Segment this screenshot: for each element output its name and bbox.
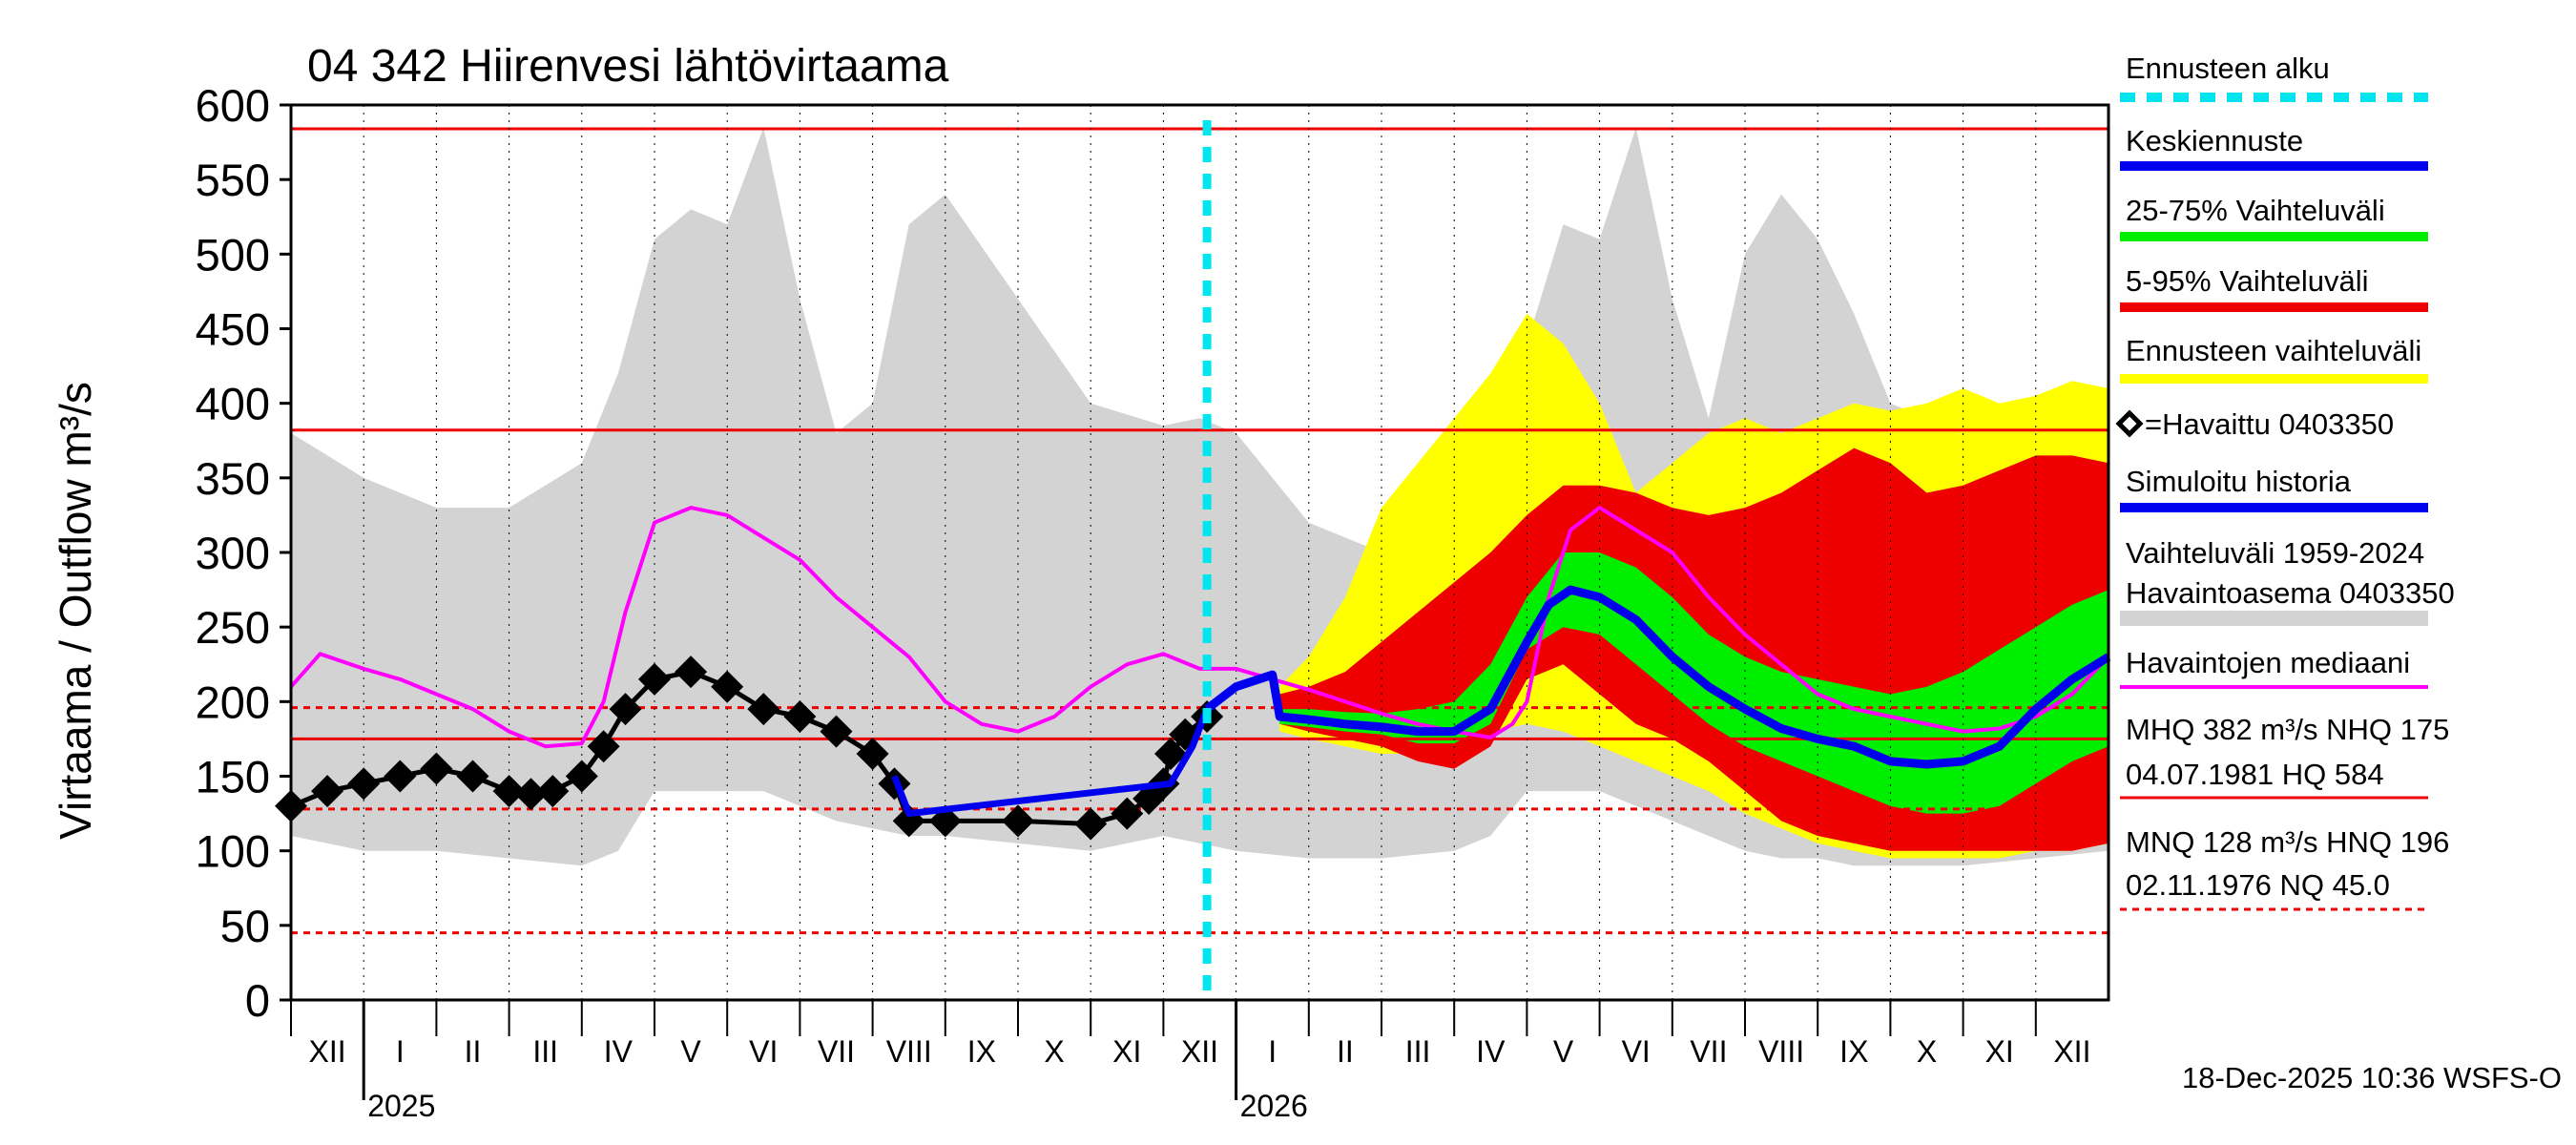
x-month-label: III xyxy=(532,1034,558,1069)
x-month-label: XII xyxy=(2053,1034,2090,1069)
y-tick-label: 50 xyxy=(220,901,270,951)
chart-title: 04 342 Hiirenvesi lähtövirtaama xyxy=(307,41,949,92)
legend-label: Havaintoasema 0403350 xyxy=(2126,576,2455,610)
data-series xyxy=(275,506,2111,841)
y-tick-label: 500 xyxy=(196,229,270,280)
observed-point xyxy=(783,699,817,733)
observed-point xyxy=(820,715,853,748)
y-tick-label: 250 xyxy=(196,602,270,653)
y-tick-label: 550 xyxy=(196,155,270,205)
observed-point xyxy=(587,730,620,763)
observed-point xyxy=(536,775,570,808)
observed-point xyxy=(514,778,548,811)
stats-line-2: 04.07.1981 HQ 584 xyxy=(2126,758,2384,791)
stats-line-4: 02.11.1976 NQ 45.0 xyxy=(2126,868,2390,902)
range-25-75-band xyxy=(1279,552,2109,814)
x-month-label: II xyxy=(1337,1034,1354,1069)
observed-point xyxy=(492,775,526,808)
observed-point xyxy=(347,767,381,801)
legend-label: Simuloitu historia xyxy=(2126,465,2352,498)
legend-label: Ennusteen vaihteluväli xyxy=(2126,334,2421,367)
x-month-label: V xyxy=(1553,1034,1574,1069)
x-month-label: I xyxy=(1268,1034,1277,1069)
x-month-label: XI xyxy=(1112,1034,1141,1069)
x-month-label: X xyxy=(1917,1034,1937,1069)
x-month-label: I xyxy=(396,1034,405,1069)
x-month-label: X xyxy=(1044,1034,1064,1069)
x-month-label: VI xyxy=(749,1034,778,1069)
observed-point xyxy=(856,738,889,771)
x-month-label: VII xyxy=(818,1034,855,1069)
stats-block: MHQ 382 m³/s NHQ 175 04.07.1981 HQ 584 M… xyxy=(2120,713,2449,911)
observed-point xyxy=(609,693,642,726)
x-month-label: VIII xyxy=(886,1034,932,1069)
x-month-label: IX xyxy=(967,1034,996,1069)
observed-point xyxy=(384,760,417,793)
simulated-history-line xyxy=(891,707,1211,818)
observed-point xyxy=(565,760,598,793)
stats-line-3: MNQ 128 m³/s HNQ 196 xyxy=(2126,825,2449,859)
y-tick-label: 150 xyxy=(196,752,270,802)
legend-label: 25-75% Vaihteluväli xyxy=(2126,194,2385,227)
x-month-label: II xyxy=(465,1034,482,1069)
x-year-label: 2025 xyxy=(367,1089,435,1123)
y-tick-label: 0 xyxy=(245,975,270,1026)
x-month-label: XII xyxy=(309,1034,346,1069)
y-tick-label: 400 xyxy=(196,379,270,429)
observed-marker-icon xyxy=(2115,409,2144,438)
legend-label: Havaintojen mediaani xyxy=(2126,646,2410,679)
x-month-label: VIII xyxy=(1758,1034,1804,1069)
observed-point xyxy=(1154,738,1188,771)
observed-point xyxy=(311,775,344,808)
legend: Ennusteen alku Keskiennuste 25-75% Vaihtel… xyxy=(2115,52,2455,689)
x-month-label: IX xyxy=(1839,1034,1868,1069)
footer-timestamp: 18-Dec-2025 10:36 WSFS-O xyxy=(2182,1061,2562,1094)
y-tick-label: 100 xyxy=(196,826,270,877)
observed-point xyxy=(1074,807,1108,841)
observed-point xyxy=(638,662,671,696)
observed-point xyxy=(1002,804,1034,838)
x-month-label: VII xyxy=(1690,1034,1727,1069)
y-tick-label: 450 xyxy=(196,304,270,355)
observed-point xyxy=(1111,797,1144,830)
x-month-label: V xyxy=(680,1034,701,1069)
x-month-label: XI xyxy=(1985,1034,2014,1069)
y-tick-label: 200 xyxy=(196,677,270,727)
observed-point xyxy=(711,670,744,703)
range-25-75-area xyxy=(1279,552,2109,814)
x-month-label: IV xyxy=(1476,1034,1506,1069)
x-month-label: VI xyxy=(1622,1034,1651,1069)
observed-point xyxy=(420,752,453,785)
legend-label: Ennusteen alku xyxy=(2126,52,2330,85)
observed-point xyxy=(747,693,780,726)
y-axis-ticks: 0 50 100 150 200 250 300 350 400 450 500 550 600 xyxy=(196,80,291,1026)
legend-label: 5-95% Vaihteluväli xyxy=(2126,264,2368,298)
x-month-label: IV xyxy=(604,1034,634,1069)
median-line xyxy=(289,506,2110,749)
x-year-label: 2026 xyxy=(1240,1089,1308,1123)
legend-label: Vaihteluväli 1959-2024 xyxy=(2126,536,2424,570)
legend-label: Keskiennuste xyxy=(2126,124,2303,157)
y-tick-label: 600 xyxy=(196,80,270,131)
x-month-label: XII xyxy=(1181,1034,1218,1069)
observed-point xyxy=(456,760,489,793)
y-tick-label: 300 xyxy=(196,528,270,578)
y-axis-label: Virtaama / Outflow m³/s xyxy=(51,382,100,840)
legend-label: =Havaittu 0403350 xyxy=(2145,407,2394,441)
observed-point xyxy=(675,656,708,689)
mean-forecast-line xyxy=(1204,585,2111,769)
x-axis-ticks: XII I II III IV V VI VII VIII IX X XI XII I II III IV V VI… xyxy=(290,1000,2090,1123)
y-tick-label: 350 xyxy=(196,453,270,504)
stats-line-1: MHQ 382 m³/s NHQ 175 xyxy=(2126,713,2449,746)
x-month-label: III xyxy=(1405,1034,1431,1069)
